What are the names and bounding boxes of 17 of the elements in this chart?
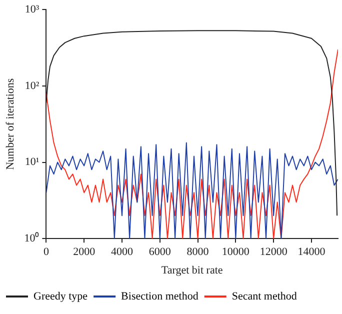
x-tick-label: 14000 <box>298 246 326 258</box>
legend-label: Bisection method <box>121 290 199 302</box>
x-tick-label: 8000 <box>186 246 210 258</box>
y-tick-label: 10¹ <box>24 156 40 168</box>
x-tick-label: 2000 <box>73 246 96 258</box>
x-tick-label: 4000 <box>110 246 134 258</box>
y-axis-title: Number of iterations <box>4 78 16 170</box>
y-tick-label: 10² <box>24 80 40 92</box>
y-tick-label: 10³ <box>24 3 40 16</box>
x-tick-label: 12000 <box>260 246 288 258</box>
x-tick-label: 0 <box>43 246 50 258</box>
x-tick-label: 10000 <box>222 246 250 258</box>
legend-label: Secant method <box>232 290 298 302</box>
x-tick-label: 6000 <box>148 246 172 258</box>
y-tick-label: 10⁰ <box>24 231 40 244</box>
x-axis-title: Target bit rate <box>161 264 223 276</box>
legend-label: Greedy type <box>34 290 88 302</box>
